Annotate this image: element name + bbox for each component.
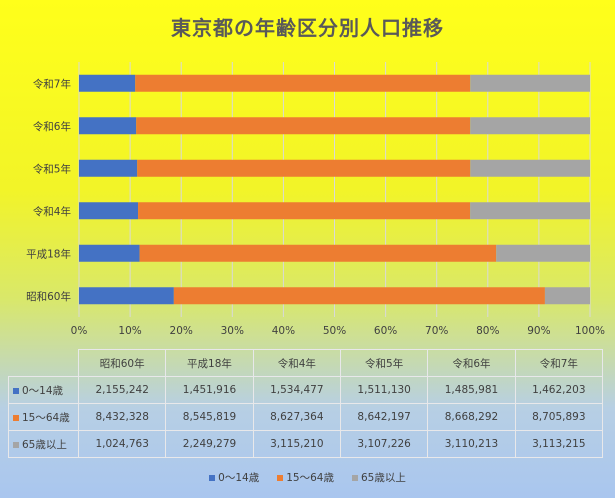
series-name: 65歳以上 [22,438,67,451]
x-tick-label: 10% [118,325,141,337]
table-row-header: 65歳以上 [8,430,79,458]
bar-segment [544,287,590,305]
series-swatch [13,387,19,394]
x-tick-label: 0% [71,325,88,337]
bar-segment [139,244,497,262]
table-column-header: 令和5年 [339,349,429,377]
table-row-header: 15〜64歳 [8,403,79,431]
category-label: 令和7年 [33,77,71,90]
table-cell: 3,115,210 [252,430,341,458]
x-tick-label: 50% [323,325,346,337]
table-cell: 1,024,763 [77,430,167,458]
table-cell: 3,110,213 [427,430,516,458]
x-tick-label: 30% [221,325,244,337]
bar-segment [173,287,545,305]
legend: 0〜14歳 15〜64歳 65歳以上 [0,470,615,485]
table-cell: 8,642,197 [339,403,429,431]
bar-segment [79,244,140,262]
bar-segment [79,74,136,92]
legend-label: 65歳以上 [360,472,406,484]
series-name: 15〜64歳 [22,411,70,424]
legend-item: 0〜14歳 [209,472,259,484]
table-column-header: 令和7年 [514,349,604,377]
table-corner [8,349,79,377]
x-tick-label: 100% [575,325,605,337]
category-label: 令和4年 [33,205,71,218]
legend-label: 0〜14歳 [218,472,260,484]
legend-swatch [209,475,216,481]
table-cell: 2,155,242 [77,376,167,404]
bar-segment [79,117,137,135]
table-cell: 1,485,981 [427,376,516,404]
table-cell: 8,545,819 [165,403,254,431]
table-column-header: 令和4年 [252,349,341,377]
bar-segment [470,202,590,220]
category-label: 令和6年 [33,120,71,133]
bar-segment [470,117,590,135]
data-table: 昭和60年 平成18年 令和4年 令和5年 令和6年 令和7年 0〜14歳 2,155,24… [8,349,604,458]
x-tick-label: 20% [170,325,193,337]
legend-item: 65歳以上 [351,472,406,484]
bar-segment [135,74,471,92]
table-cell: 1,511,130 [339,376,429,404]
bar-segment [79,287,174,305]
series-swatch [13,441,19,448]
bar-segment [79,202,139,220]
table-cell: 1,462,203 [514,376,604,404]
table-column-header: 平成18年 [165,349,254,377]
x-tick-label: 60% [374,325,397,337]
category-label: 昭和60年 [26,290,71,303]
table-cell: 3,113,215 [514,430,604,458]
table-cell: 1,534,477 [252,376,341,404]
bar-segment [470,74,590,92]
bar-segment [496,244,590,262]
legend-label: 15〜64歳 [286,472,334,484]
legend-swatch [351,475,358,481]
table-cell: 8,705,893 [514,403,604,431]
table-cell: 8,432,328 [77,403,167,431]
table-header-row: 昭和60年 平成18年 令和4年 令和5年 令和6年 令和7年 [8,349,604,377]
bar-segment [137,159,471,177]
bar-segment [136,117,471,135]
bar-segment [470,159,590,177]
table-body: 0〜14歳 2,155,242 1,451,916 1,534,477 1,511,13… [8,376,604,458]
category-label: 平成18年 [26,247,71,260]
category-label: 令和5年 [33,162,71,175]
x-tick-label: 70% [425,325,448,337]
table-cell: 8,668,292 [427,403,516,431]
legend-swatch [277,475,284,481]
table-row-header: 0〜14歳 [8,376,79,404]
table-row: 65歳以上 1,024,763 2,249,279 3,115,210 3,107,22… [8,430,604,458]
bar-segment [79,159,138,177]
table-cell: 2,249,279 [165,430,254,458]
table-row: 15〜64歳 8,432,328 8,545,819 8,627,364 8,642,1… [8,403,604,431]
x-tick-label: 40% [272,325,295,337]
table-row: 0〜14歳 2,155,242 1,451,916 1,534,477 1,511,13… [8,376,604,404]
series-swatch [13,414,19,421]
x-tick-label: 90% [527,325,550,337]
chart-title: 東京都の年齢区分別人口推移 [171,16,444,40]
table-cell: 8,627,364 [252,403,341,431]
series-name: 0〜14歳 [22,384,64,397]
table-column-header: 昭和60年 [77,349,167,377]
table-cell: 3,107,226 [339,430,429,458]
x-tick-label: 80% [476,325,499,337]
legend-item: 15〜64歳 [277,472,334,484]
table-column-header: 令和6年 [427,349,516,377]
table-cell: 1,451,916 [165,376,254,404]
plot-area: 0% 10% 20% 30% 40% 50% 60% 70% 80% 90% 100% 昭和60年 平成… [26,62,605,337]
bar-segment [138,202,471,220]
